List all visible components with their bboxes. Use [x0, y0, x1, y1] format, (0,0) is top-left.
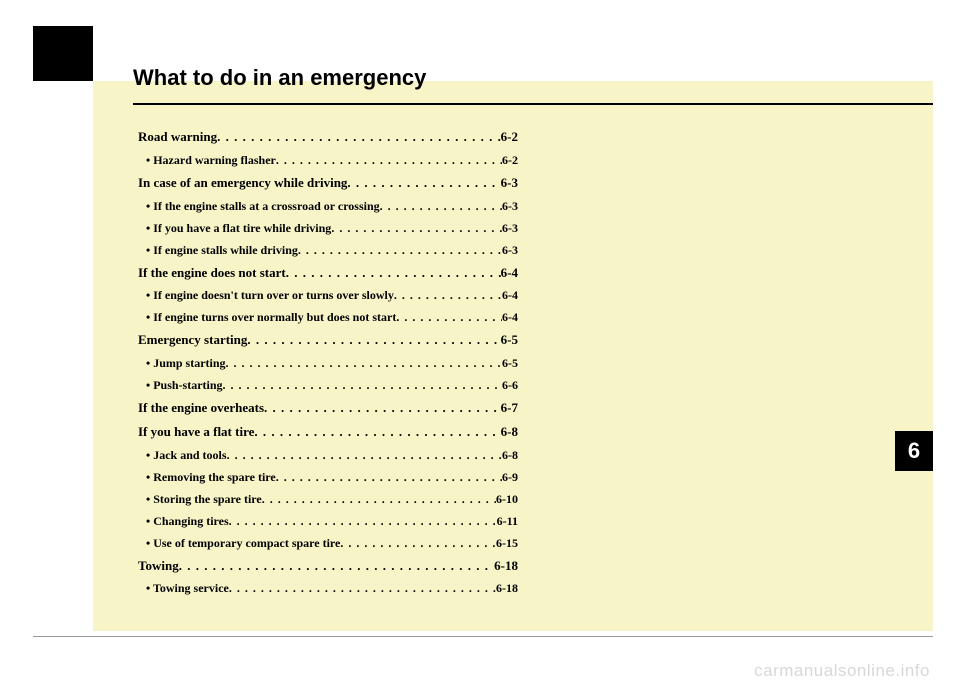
toc-label: • Use of temporary compact spare tire	[146, 533, 340, 554]
toc-page: 6-9	[502, 467, 518, 488]
toc-dots: . . . . . . . . . . . . . . . . . . . . …	[179, 555, 494, 578]
toc-page: 6-10	[496, 489, 518, 510]
toc-label: In case of an emergency while driving	[138, 172, 347, 195]
chapter-title: What to do in an emergency	[133, 65, 426, 91]
toc-entry: In case of an emergency while driving . …	[138, 172, 518, 195]
toc-dots: . . . . . . . . . . . . . . . . . . . . …	[347, 172, 500, 195]
toc-page: 6-18	[494, 555, 518, 578]
toc-entry: • If the engine stalls at a crossroad or…	[138, 196, 518, 217]
toc-label: Emergency starting	[138, 329, 247, 352]
toc-dots: . . . . . . . . . . . . . . . . . . . . …	[229, 578, 496, 599]
toc-entry: If the engine does not start . . . . . .…	[138, 262, 518, 285]
toc-dots: . . . . . . . . . . . . . . . . . . . . …	[264, 397, 501, 420]
toc-page: 6-4	[502, 307, 518, 328]
toc-dots: . . . . . . . . . . . . . . . . . . . . …	[247, 329, 500, 352]
toc-entry: • Storing the spare tire . . . . . . . .…	[138, 489, 518, 510]
toc-entry: • Use of temporary compact spare tire . …	[138, 533, 518, 554]
toc-page: 6-3	[502, 240, 518, 261]
toc-container: Road warning . . . . . . . . . . . . . .…	[138, 126, 518, 600]
toc-entry: • Towing service . . . . . . . . . . . .…	[138, 578, 518, 599]
toc-entry: Road warning . . . . . . . . . . . . . .…	[138, 126, 518, 149]
toc-dots: . . . . . . . . . . . . . . . . . . . . …	[394, 285, 502, 306]
toc-entry: • Removing the spare tire . . . . . . . …	[138, 467, 518, 488]
toc-label: • If engine turns over normally but does…	[146, 307, 396, 328]
page-container: What to do in an emergency Road warning …	[33, 26, 933, 631]
toc-page: 6-7	[501, 397, 518, 420]
toc-page: 6-5	[502, 353, 518, 374]
toc-entry: • Jack and tools . . . . . . . . . . . .…	[138, 445, 518, 466]
toc-page: 6-4	[501, 262, 518, 285]
toc-label: • Towing service	[146, 578, 229, 599]
toc-page: 6-2	[502, 150, 518, 171]
toc-label: • If engine stalls while driving	[146, 240, 298, 261]
toc-entry: • If you have a flat tire while driving …	[138, 218, 518, 239]
toc-dots: . . . . . . . . . . . . . . . . . . . . …	[340, 533, 496, 554]
toc-label: If the engine overheats	[138, 397, 264, 420]
toc-dots: . . . . . . . . . . . . . . . . . . . . …	[298, 240, 502, 261]
toc-entry: • Hazard warning flasher . . . . . . . .…	[138, 150, 518, 171]
toc-label: • If you have a flat tire while driving	[146, 218, 331, 239]
toc-page: 6-6	[502, 375, 518, 396]
toc-dots: . . . . . . . . . . . . . . . . . . . . …	[286, 262, 501, 285]
toc-entry: • If engine stalls while driving . . . .…	[138, 240, 518, 261]
toc-dots: . . . . . . . . . . . . . . . . . . . . …	[276, 150, 502, 171]
toc-entry: If you have a flat tire . . . . . . . . …	[138, 421, 518, 444]
toc-entry: Emergency starting . . . . . . . . . . .…	[138, 329, 518, 352]
toc-page: 6-18	[496, 578, 518, 599]
toc-page: 6-5	[501, 329, 518, 352]
toc-entry: • Changing tires . . . . . . . . . . . .…	[138, 511, 518, 532]
toc-label: Road warning	[138, 126, 217, 149]
title-underline	[133, 103, 933, 105]
toc-page: 6-2	[501, 126, 518, 149]
toc-dots: . . . . . . . . . . . . . . . . . . . . …	[396, 307, 502, 328]
toc-entry: • Jump starting . . . . . . . . . . . . …	[138, 353, 518, 374]
toc-dots: . . . . . . . . . . . . . . . . . . . . …	[262, 489, 496, 510]
toc-label: • Changing tires	[146, 511, 229, 532]
toc-dots: . . . . . . . . . . . . . . . . . . . . …	[254, 421, 500, 444]
toc-label: • Storing the spare tire	[146, 489, 262, 510]
toc-entry: Towing . . . . . . . . . . . . . . . . .…	[138, 555, 518, 578]
toc-dots: . . . . . . . . . . . . . . . . . . . . …	[226, 353, 502, 374]
bottom-rule	[33, 636, 933, 637]
toc-dots: . . . . . . . . . . . . . . . . . . . . …	[217, 126, 501, 149]
toc-label: Towing	[138, 555, 179, 578]
toc-label: • If engine doesn't turn over or turns o…	[146, 285, 394, 306]
toc-label: • Jack and tools	[146, 445, 227, 466]
toc-dots: . . . . . . . . . . . . . . . . . . . . …	[380, 196, 502, 217]
toc-label: If you have a flat tire	[138, 421, 254, 444]
corner-tab	[33, 26, 93, 81]
toc-page: 6-8	[502, 445, 518, 466]
toc-entry: • Push-starting . . . . . . . . . . . . …	[138, 375, 518, 396]
toc-page: 6-3	[502, 218, 518, 239]
toc-label: • Push-starting	[146, 375, 223, 396]
toc-page: 6-3	[501, 172, 518, 195]
toc-label: • Jump starting	[146, 353, 226, 374]
toc-page: 6-4	[502, 285, 518, 306]
toc-entry: • If engine turns over normally but does…	[138, 307, 518, 328]
toc-label: If the engine does not start	[138, 262, 286, 285]
toc-page: 6-11	[497, 511, 518, 532]
toc-dots: . . . . . . . . . . . . . . . . . . . . …	[229, 511, 497, 532]
toc-page: 6-3	[502, 196, 518, 217]
toc-entry: If the engine overheats . . . . . . . . …	[138, 397, 518, 420]
toc-entry: • If engine doesn't turn over or turns o…	[138, 285, 518, 306]
toc-dots: . . . . . . . . . . . . . . . . . . . . …	[227, 445, 502, 466]
toc-dots: . . . . . . . . . . . . . . . . . . . . …	[331, 218, 502, 239]
toc-page: 6-15	[496, 533, 518, 554]
toc-page: 6-8	[501, 421, 518, 444]
toc-label: • Hazard warning flasher	[146, 150, 276, 171]
toc-dots: . . . . . . . . . . . . . . . . . . . . …	[276, 467, 502, 488]
chapter-number-tab: 6	[895, 431, 933, 471]
toc-label: • If the engine stalls at a crossroad or…	[146, 196, 380, 217]
watermark-text: carmanualsonline.info	[754, 661, 930, 681]
toc-dots: . . . . . . . . . . . . . . . . . . . . …	[223, 375, 502, 396]
toc-label: • Removing the spare tire	[146, 467, 276, 488]
